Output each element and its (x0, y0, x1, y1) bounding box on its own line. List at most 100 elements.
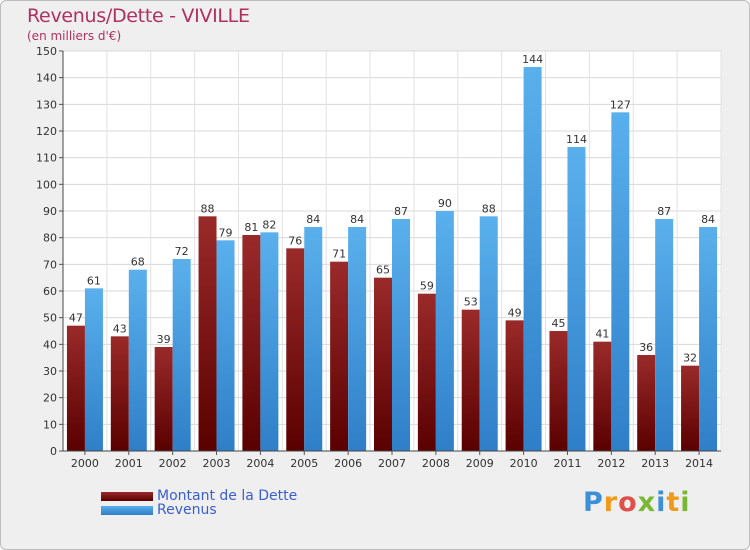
bar-revenus (172, 259, 191, 451)
x-tick-label: 2006 (334, 457, 362, 470)
bar-revenus (567, 147, 586, 451)
y-tick-label: 10 (43, 418, 57, 431)
legend-label-debt: Montant de la Dette (157, 488, 298, 504)
y-tick-label: 30 (43, 365, 57, 378)
bar-revenus (304, 227, 323, 451)
bar-dette (286, 248, 305, 451)
data-label-dette: 39 (157, 333, 171, 346)
x-tick-label: 2005 (290, 457, 318, 470)
x-tick-label: 2014 (685, 457, 713, 470)
x-tick-label: 2008 (422, 457, 450, 470)
data-label-revenus: 87 (394, 205, 408, 218)
legend-item-revenus: Revenus (101, 502, 217, 518)
bar-revenus (435, 211, 454, 451)
x-tick-label: 2007 (378, 457, 406, 470)
bar-revenus (479, 216, 498, 451)
y-tick-label: 90 (43, 205, 57, 218)
proxiti-logo: Proxiti (583, 487, 691, 518)
y-tick-label: 150 (36, 45, 57, 58)
y-tick-label: 60 (43, 285, 57, 298)
x-tick-label: 2010 (510, 457, 538, 470)
logo-letter: x (637, 487, 657, 518)
data-label-dette: 65 (376, 264, 390, 277)
bar-dette (198, 216, 217, 451)
data-label-revenus: 82 (262, 218, 276, 231)
y-tick-label: 110 (36, 152, 57, 165)
y-tick-label: 80 (43, 232, 57, 245)
data-label-revenus: 84 (306, 213, 320, 226)
data-label-dette: 43 (113, 322, 127, 335)
logo-letter: P (583, 487, 604, 518)
y-tick-label: 120 (36, 125, 57, 138)
x-tick-label: 2009 (466, 457, 494, 470)
data-label-dette: 59 (420, 280, 434, 293)
x-tick-label: 2012 (597, 457, 625, 470)
data-label-dette: 53 (464, 296, 478, 309)
legend-swatch-debt (101, 491, 153, 501)
bar-dette (66, 325, 85, 451)
data-label-revenus: 114 (566, 133, 587, 146)
logo-letter: t (666, 487, 681, 518)
data-label-dette: 41 (595, 328, 609, 341)
bar-revenus (216, 240, 235, 451)
bar-dette (637, 355, 656, 451)
y-tick-label: 70 (43, 258, 57, 271)
x-tick-label: 2013 (641, 457, 669, 470)
logo-letter: r (603, 487, 619, 518)
chart-subtitle: (en milliers d'€) (27, 29, 122, 43)
bar-dette (110, 336, 129, 451)
y-tick-label: 130 (36, 98, 57, 111)
data-label-revenus: 144 (522, 53, 543, 66)
y-tick-label: 50 (43, 312, 57, 325)
y-tick-label: 140 (36, 72, 57, 85)
logo-letter: o (618, 487, 638, 518)
x-tick-label: 2002 (159, 457, 187, 470)
data-label-dette: 76 (288, 234, 302, 247)
bars-layer (66, 67, 718, 451)
data-label-dette: 45 (551, 317, 565, 330)
bar-revenus (348, 227, 367, 451)
y-tick-label: 0 (50, 445, 57, 458)
x-tick-label: 2000 (71, 457, 99, 470)
bar-dette (593, 341, 612, 451)
bar-revenus (84, 288, 103, 451)
data-label-revenus: 88 (482, 202, 496, 215)
y-tick-label: 40 (43, 338, 57, 351)
bar-revenus (392, 219, 410, 451)
bar-dette (374, 277, 392, 451)
bar-dette (505, 320, 524, 451)
chart-title: Revenus/Dette - VIVILLE (27, 5, 250, 27)
data-label-revenus: 127 (610, 98, 631, 111)
data-label-revenus: 90 (438, 197, 452, 210)
logo-letter: i (656, 487, 667, 518)
data-label-dette: 36 (639, 341, 653, 354)
data-label-revenus: 68 (131, 256, 145, 269)
bar-revenus (523, 67, 542, 451)
data-label-revenus: 61 (87, 274, 101, 287)
data-label-dette: 88 (201, 202, 215, 215)
bar-revenus (128, 269, 147, 451)
legend-swatch-revenus (101, 505, 153, 515)
x-tick-label: 2001 (115, 457, 143, 470)
bar-dette (330, 261, 349, 451)
data-label-dette: 49 (508, 306, 522, 319)
bar-revenus (611, 112, 630, 451)
bar-dette (242, 235, 261, 451)
data-label-revenus: 79 (219, 226, 233, 239)
data-label-revenus: 72 (175, 245, 189, 258)
data-label-dette: 71 (332, 248, 346, 261)
axis-layer: 0 10 20 30 40 50 60 70 80 90 100 110 120 130 140 150 200… (36, 45, 721, 470)
bar-dette (461, 309, 480, 451)
bar-dette (681, 365, 700, 451)
x-tick-label: 2003 (203, 457, 231, 470)
bar-dette (549, 331, 568, 451)
bar-revenus (699, 227, 718, 451)
x-tick-label: 2011 (553, 457, 581, 470)
bar-revenus (260, 232, 279, 451)
legend-label-revenus: Revenus (157, 502, 217, 518)
data-label-revenus: 84 (350, 213, 364, 226)
data-label-revenus: 84 (701, 213, 715, 226)
y-tick-label: 20 (43, 392, 57, 405)
y-tick-label: 100 (36, 178, 57, 191)
